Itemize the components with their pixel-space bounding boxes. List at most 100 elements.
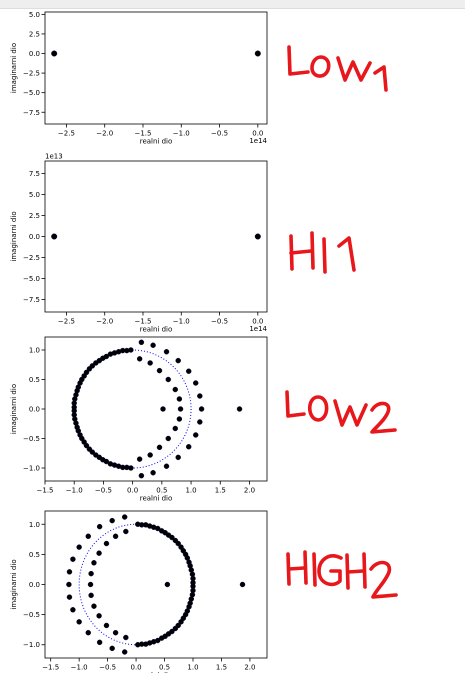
x-axis-label: realni dio xyxy=(140,326,173,334)
data-point xyxy=(107,461,114,467)
data-point xyxy=(76,544,82,550)
handwriting-stroke xyxy=(336,56,372,82)
x-tick-label: 1.0 xyxy=(187,664,198,672)
data-point xyxy=(88,592,94,599)
data-point xyxy=(147,452,153,458)
data-point xyxy=(70,556,76,562)
y-tick-label: −5.0 xyxy=(23,89,40,97)
data-point xyxy=(103,540,110,547)
y-axis-label: imaginarni dio xyxy=(10,559,18,609)
y-axis-label: imaginarni dio xyxy=(10,384,18,434)
data-point xyxy=(193,432,199,438)
y-tick-label: 1.0 xyxy=(29,346,40,354)
annotation-low-1 xyxy=(287,45,388,92)
y-tick-label: 1.0 xyxy=(29,521,40,529)
x-offset-label: 1e14 xyxy=(249,137,267,145)
y-axis-label: imaginarni dio xyxy=(10,43,18,93)
data-point xyxy=(156,444,163,451)
x-tick-label: 1.5 xyxy=(216,664,227,672)
x-tick-label: 0.0 xyxy=(252,130,263,138)
axes-frame xyxy=(44,160,268,313)
data-point xyxy=(175,540,181,547)
data-point xyxy=(197,419,203,425)
x-tick-label: −0.5 xyxy=(211,130,228,138)
y-tick-label: 0.5 xyxy=(29,376,40,384)
data-point xyxy=(254,50,261,57)
data-point xyxy=(160,406,166,412)
data-point xyxy=(172,386,178,393)
data-point xyxy=(76,619,82,625)
x-tick-label: −2.5 xyxy=(58,130,75,138)
data-point xyxy=(51,50,58,57)
x-tick-label: 1.0 xyxy=(185,487,196,495)
data-point xyxy=(96,613,102,619)
data-point xyxy=(186,368,192,374)
annotation-hi-1 xyxy=(289,231,356,274)
data-point xyxy=(51,233,58,240)
y-tick-label: 2.5 xyxy=(29,30,40,38)
data-point xyxy=(136,356,143,362)
x-axis-label: realni dio xyxy=(140,495,173,503)
handwriting-stroke xyxy=(285,390,306,418)
y-tick-label: 0.5 xyxy=(29,551,40,559)
data-point xyxy=(109,645,115,652)
handwriting-stroke xyxy=(337,236,356,272)
data-point xyxy=(177,406,184,412)
handwriting-stroke xyxy=(322,237,327,274)
axes-frame xyxy=(44,11,268,125)
x-tick-label: −1.5 xyxy=(134,318,151,326)
axes-frame xyxy=(44,336,268,482)
data-point xyxy=(176,416,183,422)
y-tick-label: 0.0 xyxy=(29,50,40,58)
data-point xyxy=(175,357,181,364)
x-tick-label: 2.0 xyxy=(244,664,255,672)
data-point xyxy=(155,637,161,644)
x-tick-label: −1.5 xyxy=(42,664,59,672)
data-point xyxy=(198,406,205,412)
handwriting-stroke xyxy=(362,552,367,589)
axes-frame xyxy=(44,510,268,659)
x-tick-label: −0.5 xyxy=(99,664,116,672)
x-tick-label: 0.0 xyxy=(252,318,263,326)
data-point xyxy=(155,525,161,532)
data-point xyxy=(123,528,129,535)
data-point xyxy=(138,472,145,479)
handwriting-stroke xyxy=(287,45,310,76)
x-tick-label: −2.5 xyxy=(58,318,75,326)
plot-2: −2.5 −2.0 −1.5 −1.0 −0.5 0.0 7.5 5.0 2.5 0.0 −2.5 −… xyxy=(10,153,268,334)
data-point xyxy=(121,649,128,655)
data-point xyxy=(190,583,196,590)
x-tick-label: 0.5 xyxy=(156,487,167,495)
data-point xyxy=(93,360,99,366)
x-tick-label: 0.5 xyxy=(159,664,170,672)
data-point xyxy=(165,376,171,383)
data-point xyxy=(123,634,129,641)
y-tick-label: 5.0 xyxy=(29,191,40,199)
data-point xyxy=(121,514,128,520)
x-axis-label: realni dio xyxy=(140,672,173,673)
x-tick-label: −1.0 xyxy=(173,318,190,326)
data-point xyxy=(96,550,102,556)
x-tick-label: −2.0 xyxy=(96,318,113,326)
data-point xyxy=(96,523,103,530)
top-toolbar-strip xyxy=(0,0,465,9)
x-tick-label: −0.5 xyxy=(211,318,228,326)
y-tick-label: −7.5 xyxy=(23,296,40,304)
data-point xyxy=(163,463,170,469)
y-tick-label: 0.0 xyxy=(29,581,40,589)
plot-1: −2.5 −2.0 −1.5 −1.0 −0.5 0.0 5.0 2.5 0.0 −2.5 −5.0… xyxy=(10,11,268,146)
data-point xyxy=(193,380,199,386)
y-axis-label: imaginarni dio xyxy=(10,211,18,261)
data-point xyxy=(71,408,77,414)
data-point xyxy=(176,396,183,402)
x-tick-label: −1.5 xyxy=(134,130,151,138)
y-tick-label: −0.5 xyxy=(23,435,40,443)
y-tick-label: 0.0 xyxy=(29,406,40,414)
data-point xyxy=(175,454,181,461)
data-point xyxy=(96,639,103,646)
x-offset-label: 1e14 xyxy=(249,325,267,333)
handwriting-stroke xyxy=(317,554,343,587)
x-axis-label: realni dio xyxy=(140,138,173,146)
data-point xyxy=(70,607,76,613)
